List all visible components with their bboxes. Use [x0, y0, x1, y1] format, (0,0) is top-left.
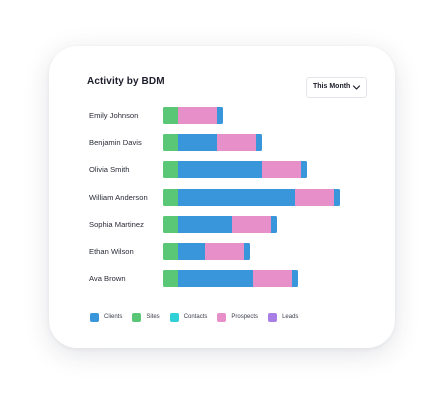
category-label: Sophia Martinez	[89, 219, 144, 229]
legend-swatch	[132, 312, 142, 322]
activity-card: Activity by BDM This Month Emily Johnson…	[49, 46, 395, 348]
bar-segment-prospects[interactable]	[262, 161, 301, 179]
bar-segment-sites[interactable]	[163, 215, 178, 233]
bar-segment-clients[interactable]	[178, 243, 205, 260]
bar-segment-prospects[interactable]	[295, 188, 334, 206]
bar-segment-clients[interactable]	[178, 188, 295, 206]
legend-label: Contacts	[183, 314, 208, 320]
chart-legend: Clients Sites Contacts Prospects Leads	[90, 311, 308, 323]
legend-swatch	[90, 312, 99, 322]
legend-item-sites[interactable]: Sites	[132, 312, 160, 322]
bar-segment-prospects[interactable]	[253, 270, 292, 288]
bar-segment-leads[interactable]	[217, 107, 223, 124]
bar-segment-leads[interactable]	[256, 134, 262, 152]
category-label: Benjamin Davis	[89, 138, 142, 148]
bar-segment-prospects[interactable]	[232, 215, 271, 233]
legend-item-contacts[interactable]: Contacts	[169, 312, 208, 322]
bar-segment-sites[interactable]	[163, 107, 178, 124]
bar-segment-leads[interactable]	[292, 270, 298, 288]
bar-segment-prospects[interactable]	[178, 107, 217, 124]
bar-segment-clients[interactable]	[178, 134, 217, 152]
bar-segment-leads[interactable]	[271, 215, 277, 233]
bar-segment-sites[interactable]	[163, 161, 178, 179]
legend-label: Leads	[282, 314, 299, 320]
legend-label: Prospects	[231, 314, 259, 320]
bar-segment-leads[interactable]	[334, 188, 340, 206]
bar-segment-leads[interactable]	[244, 243, 250, 260]
legend-item-clients[interactable]: Clients	[90, 312, 123, 322]
period-dropdown-label: This Month	[313, 83, 351, 90]
legend-swatch	[217, 312, 227, 322]
legend-swatch	[169, 312, 179, 322]
card-title: Activity by BDM	[87, 76, 165, 87]
bar-segment-sites[interactable]	[163, 270, 178, 288]
bar-segment-leads[interactable]	[301, 161, 307, 179]
bar-segment-sites[interactable]	[163, 188, 178, 206]
legend-label: Sites	[146, 314, 160, 320]
legend-item-prospects[interactable]: Prospects	[217, 312, 259, 322]
category-label: William Anderson	[89, 192, 148, 202]
legend-item-leads[interactable]: Leads	[268, 312, 299, 322]
bar-segment-clients[interactable]	[178, 161, 262, 179]
category-label: Olivia Smith	[89, 165, 130, 175]
category-label: Emily Johnson	[89, 111, 139, 120]
period-dropdown[interactable]: This Month	[306, 77, 367, 98]
category-label: Ethan Wilson	[89, 247, 134, 256]
legend-swatch	[268, 312, 278, 322]
bar-segment-prospects[interactable]	[217, 134, 256, 152]
bar-segment-sites[interactable]	[163, 134, 178, 152]
bar-segment-clients[interactable]	[178, 270, 253, 288]
legend-label: Clients	[104, 314, 123, 320]
bar-chart: Emily Johnson Benjamin Davis Olivia Smith W…	[49, 46, 395, 348]
bar-segment-sites[interactable]	[163, 243, 178, 260]
chevron-down-icon	[352, 85, 361, 90]
bar-segment-prospects[interactable]	[205, 243, 244, 260]
bar-segment-clients[interactable]	[178, 215, 232, 233]
category-label: Ava Brown	[89, 274, 126, 284]
